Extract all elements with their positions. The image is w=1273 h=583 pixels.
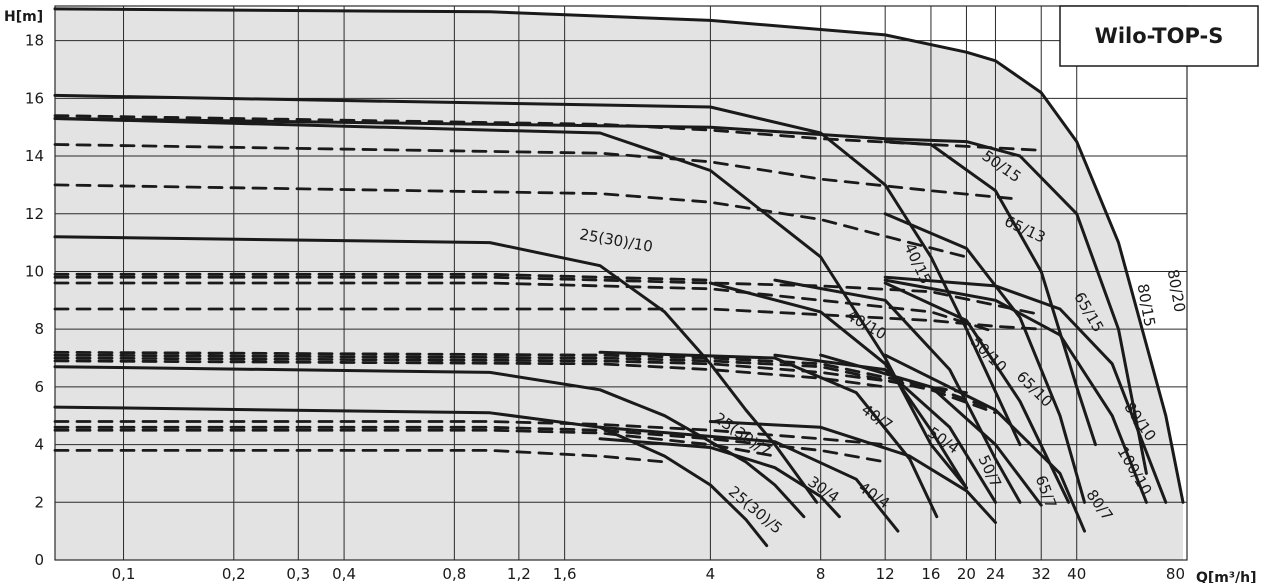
- pump-curve-80-15: [53, 117, 1148, 475]
- x-tick-label: 32: [1032, 565, 1051, 583]
- pump-curve-80-7: [883, 353, 1086, 533]
- speed-stage-curve: [53, 448, 666, 464]
- y-tick-label: 10: [25, 262, 44, 280]
- pump-curve-40-7: [598, 350, 939, 519]
- speed-stage-curve: [53, 356, 968, 395]
- pump-curve-25-30-7: [53, 365, 806, 519]
- y-tick-label: 2: [34, 493, 44, 511]
- curves-layer: [53, 7, 1185, 548]
- x-tick-label: 80: [1166, 565, 1185, 583]
- chart-title: Wilo-TOP-S: [1095, 24, 1224, 48]
- pump-curve-65-7: [819, 353, 1043, 507]
- speed-stage-curve: [53, 359, 887, 389]
- x-tick-label: 1,2: [507, 565, 531, 583]
- x-tick-label: 1,6: [553, 565, 577, 583]
- speed-stage-curve: [53, 428, 777, 458]
- pump-curve-40-4: [598, 425, 900, 533]
- x-tick-label: 0,4: [332, 565, 356, 583]
- envelope-layer: [55, 8, 1183, 560]
- pump-curve-50-7: [773, 353, 997, 504]
- speed-stage-curve: [53, 307, 1043, 331]
- y-tick-label: 14: [25, 147, 44, 165]
- speed-stage-curve: [53, 183, 968, 259]
- pump-curve-25-30-10: [53, 235, 819, 504]
- pump-curve-50-10: [773, 278, 1022, 504]
- y-tick-label: 6: [34, 378, 44, 396]
- pump-curve-65-10: [883, 281, 1071, 504]
- pump-curve-50-4: [708, 420, 997, 524]
- y-tick-label: 16: [25, 89, 44, 107]
- pump-curve-65-13: [883, 212, 1086, 504]
- y-tick-label: 12: [25, 205, 44, 223]
- x-tick-label: 0,2: [222, 565, 246, 583]
- x-tick-label: 20: [957, 565, 976, 583]
- speed-stage-curve: [53, 420, 887, 447]
- tick-labels-layer: 0,1 0,2 0,3 0,4 0,8 1,2 1,6 4 8 12 16 20 24 32 40 80024…: [25, 32, 1185, 583]
- x-tick-label: 0,3: [286, 565, 310, 583]
- x-tick-label: 24: [986, 565, 1005, 583]
- x-tick-label: 12: [876, 565, 895, 583]
- y-axis-title: H[m]: [4, 9, 43, 25]
- pump-curve-100-10: [883, 275, 1168, 504]
- x-tick-label: 0,1: [112, 565, 136, 583]
- curve-label: 80/20: [1164, 268, 1189, 314]
- speed-stage-curve: [53, 350, 997, 412]
- y-tick-label: 8: [34, 320, 44, 338]
- y-tick-label: 18: [25, 32, 44, 50]
- title-box: Wilo-TOP-S: [1059, 5, 1259, 67]
- y-tick-label: 0: [34, 551, 44, 569]
- x-tick-label: 40: [1067, 565, 1086, 583]
- title-frame: [1059, 5, 1259, 67]
- speed-stage-curve: [53, 114, 1043, 152]
- x-tick-label: 0,8: [442, 565, 466, 583]
- pump-curve-50-15: [53, 93, 1022, 447]
- pump-curve-25-30-5: [53, 405, 769, 548]
- pump-curve-80-20: [53, 7, 1185, 504]
- speed-stage-curve: [53, 425, 887, 464]
- x-tick-label: 16: [921, 565, 940, 583]
- operating-range-fill: [55, 8, 1183, 560]
- speed-stage-curve: [53, 272, 712, 282]
- speed-stage-curve: [53, 353, 997, 415]
- pump-curve-40-15: [53, 117, 968, 490]
- x-tick-label: 4: [706, 565, 716, 583]
- x-axis-title: Q[m³/h]: [1196, 570, 1257, 583]
- pump-curve-40-10: [708, 281, 968, 490]
- pump-curve-80-10: [883, 278, 1148, 504]
- speed-stage-curve: [53, 143, 1022, 201]
- pump-curve-30-4: [598, 437, 841, 519]
- x-tick-label: 8: [816, 565, 826, 583]
- y-tick-label: 4: [34, 436, 44, 454]
